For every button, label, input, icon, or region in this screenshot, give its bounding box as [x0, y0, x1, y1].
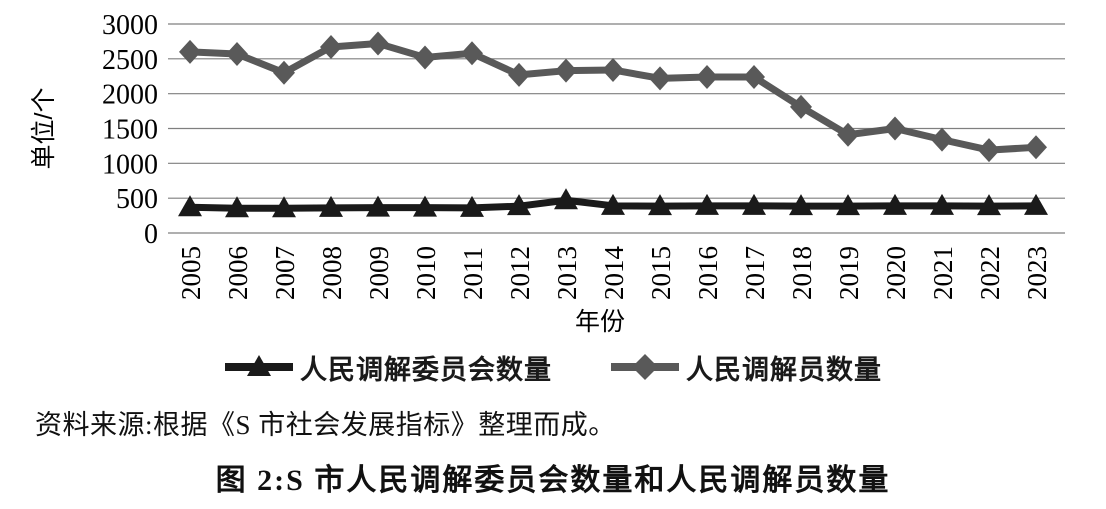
- y-axis-tick-label: 2000: [102, 80, 158, 111]
- x-axis-tick-label: 2016: [693, 246, 723, 300]
- triangle-marker: [1024, 193, 1048, 215]
- triangle-marker: [977, 194, 1001, 216]
- x-axis-tick-label: 2021: [928, 246, 958, 300]
- y-axis-title: 单位/个: [30, 88, 58, 170]
- figure-caption: 图 2:S 市人民调解委员会数量和人民调解员数量: [215, 464, 891, 497]
- legend-item-mediators: 人民调解员数量: [610, 348, 882, 387]
- legend-label-mediators: 人民调解员数量: [686, 354, 882, 385]
- triangle-marker: [413, 195, 437, 217]
- triangle-marker: [460, 195, 484, 217]
- diamond-marker: [884, 116, 906, 141]
- legend-label-committees: 人民调解委员会数量: [300, 354, 552, 385]
- x-axis-tick-label: 2019: [834, 246, 864, 300]
- y-axis-tick-label: 500: [116, 184, 158, 215]
- x-axis-tick-label: 2020: [881, 246, 911, 300]
- triangle-marker: [554, 188, 578, 210]
- x-axis-tick-label: 2018: [787, 246, 817, 300]
- x-axis-tick-label: 2010: [411, 246, 441, 300]
- x-axis-tick-label: 2006: [223, 246, 253, 300]
- y-axis-tick-label: 1000: [102, 149, 158, 180]
- triangle-marker: [742, 193, 766, 215]
- triangle-marker: [272, 196, 296, 218]
- triangle-marker: [319, 195, 343, 217]
- diamond-marker: [461, 41, 483, 66]
- diamond-marker: [978, 138, 1000, 163]
- legend-item-committees: 人民调解委员会数量: [224, 348, 552, 387]
- triangle-marker: [366, 195, 390, 217]
- x-axis-tick-label: 2008: [317, 246, 347, 300]
- diamond-marker: [649, 66, 671, 91]
- y-axis-tick-label: 3000: [102, 10, 158, 41]
- diamond-marker: [743, 64, 765, 89]
- x-axis-tick-label: 2011: [458, 247, 488, 300]
- diamond-marker: [320, 34, 342, 59]
- y-axis-tick-label: 0: [144, 219, 158, 250]
- diamond-marker: [555, 58, 577, 83]
- triangle-marker: [225, 196, 249, 218]
- triangle-marker: [883, 193, 907, 215]
- diamond-marker: [508, 62, 530, 87]
- x-axis-tick-label: 2022: [975, 246, 1005, 300]
- triangle-marker: [789, 194, 813, 216]
- diamond-marker: [179, 39, 201, 64]
- x-axis-tick-label: 2015: [646, 246, 676, 300]
- y-axis-tick-label: 2500: [102, 45, 158, 76]
- triangle-marker: [648, 194, 672, 216]
- triangle-marker: [178, 195, 202, 217]
- diamond-marker: [414, 45, 436, 70]
- y-axis-tick-label: 1500: [102, 115, 158, 146]
- diamond-series-legend-icon: [611, 354, 679, 380]
- x-axis-tick-label: 2007: [270, 246, 300, 300]
- x-axis-tick-label: 2017: [740, 246, 770, 300]
- triangle-marker: [836, 194, 860, 216]
- triangle-series-legend-icon: [225, 355, 293, 376]
- diamond-marker: [790, 94, 812, 119]
- triangle-marker: [601, 193, 625, 215]
- x-axis-tick-label: 2023: [1022, 246, 1052, 300]
- diamond-marker: [602, 57, 624, 82]
- source-note: 资料来源:根据《S 市社会发展指标》整理而成。: [35, 410, 616, 440]
- x-axis-tick-label: 2014: [599, 246, 629, 301]
- triangle-marker: [695, 193, 719, 215]
- diamond-marker: [1025, 135, 1047, 160]
- x-axis-tick-label: 2005: [176, 246, 206, 300]
- diamond-marker: [367, 31, 389, 56]
- diamond-marker: [931, 127, 953, 152]
- chart-legend: 人民调解委员会数量 人民调解员数量: [0, 341, 1106, 393]
- x-axis-tick-label: 2009: [364, 246, 394, 300]
- triangle-marker: [930, 193, 954, 215]
- x-axis-tick-label: 2012: [505, 246, 535, 300]
- diamond-marker: [696, 64, 718, 89]
- diamond-marker: [273, 60, 295, 85]
- diamond-marker: [837, 122, 859, 147]
- diamond-marker: [226, 41, 248, 66]
- triangle-marker: [507, 194, 531, 216]
- x-axis-tick-label: 2013: [552, 246, 582, 300]
- x-axis-title: 年份: [575, 308, 625, 336]
